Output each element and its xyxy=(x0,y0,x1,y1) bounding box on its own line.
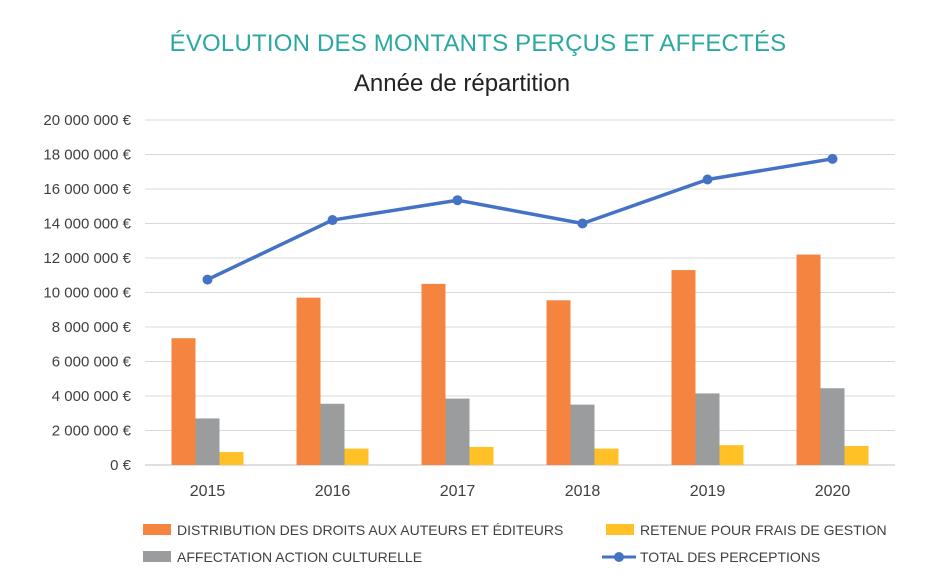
bar xyxy=(546,300,571,465)
x-tick-label: 2020 xyxy=(815,483,851,500)
grid-lines xyxy=(145,119,895,466)
line-point xyxy=(202,274,213,285)
y-tick-label: 6 000 000 € xyxy=(52,354,132,371)
legend: DISTRIBUTION DES DROITS AUX AUTEURS ET É… xyxy=(143,522,887,565)
y-tick-label: 18 000 000 € xyxy=(43,147,131,164)
y-tick-label: 4 000 000 € xyxy=(52,388,132,405)
legend-swatch xyxy=(143,551,171,562)
bar xyxy=(195,418,220,465)
x-tick-label: 2018 xyxy=(565,483,601,500)
bar xyxy=(421,283,446,465)
x-tick-label: 2019 xyxy=(690,483,726,500)
bar xyxy=(695,393,720,465)
legend-entry: TOTAL DES PERCEPTIONS xyxy=(602,549,820,565)
bar xyxy=(296,297,321,465)
line-point xyxy=(577,218,588,229)
bar xyxy=(844,446,869,465)
y-tick-label: 20 000 000 € xyxy=(43,112,131,129)
legend-label: TOTAL DES PERCEPTIONS xyxy=(640,549,820,565)
legend-label: RETENUE POUR FRAIS DE GESTION xyxy=(640,522,887,538)
bar xyxy=(570,404,595,465)
bar xyxy=(469,446,494,465)
legend-label: AFFECTATION ACTION CULTURELLE xyxy=(177,549,422,565)
y-tick-label: 10 000 000 € xyxy=(43,285,131,302)
axis-labels: 0 € 2 000 000 € 4 000 000 € 6 000 000 € 8 00… xyxy=(43,112,850,500)
bar xyxy=(445,398,470,465)
line-point xyxy=(452,195,463,206)
y-tick-label: 0 € xyxy=(110,457,132,474)
bar xyxy=(671,270,696,465)
legend-marker xyxy=(614,552,624,562)
legend-entry: DISTRIBUTION DES DROITS AUX AUTEURS ET É… xyxy=(143,522,563,538)
total-line xyxy=(202,153,838,285)
bar xyxy=(171,338,196,465)
x-tick-label: 2016 xyxy=(315,483,351,500)
series-line xyxy=(206,157,833,282)
legend-swatch xyxy=(606,524,634,535)
chart-title: ÉVOLUTION DES MONTANTS PERÇUS ET AFFECTÉ… xyxy=(169,30,787,57)
bar xyxy=(320,403,345,465)
bar xyxy=(796,254,821,465)
line-point xyxy=(827,153,838,164)
bar xyxy=(344,448,369,465)
x-tick-label: 2015 xyxy=(190,483,226,500)
bar xyxy=(820,388,845,465)
legend-entry: RETENUE POUR FRAIS DE GESTION xyxy=(606,522,887,538)
bar xyxy=(594,448,619,465)
line-point xyxy=(327,215,338,226)
x-tick-label: 2017 xyxy=(440,483,476,500)
y-tick-label: 8 000 000 € xyxy=(52,319,132,336)
chart-subtitle: Année de répartition xyxy=(353,70,571,97)
bar xyxy=(719,445,744,465)
y-tick-label: 14 000 000 € xyxy=(43,216,131,233)
y-tick-label: 2 000 000 € xyxy=(52,423,132,440)
line-point xyxy=(702,174,713,185)
bar xyxy=(219,452,244,465)
y-tick-label: 16 000 000 € xyxy=(43,181,131,198)
bars xyxy=(171,254,869,465)
legend-entry: AFFECTATION ACTION CULTURELLE xyxy=(143,549,422,565)
legend-swatch xyxy=(143,524,171,535)
y-tick-label: 12 000 000 € xyxy=(43,250,131,267)
legend-label: DISTRIBUTION DES DROITS AUX AUTEURS ET É… xyxy=(177,522,563,538)
